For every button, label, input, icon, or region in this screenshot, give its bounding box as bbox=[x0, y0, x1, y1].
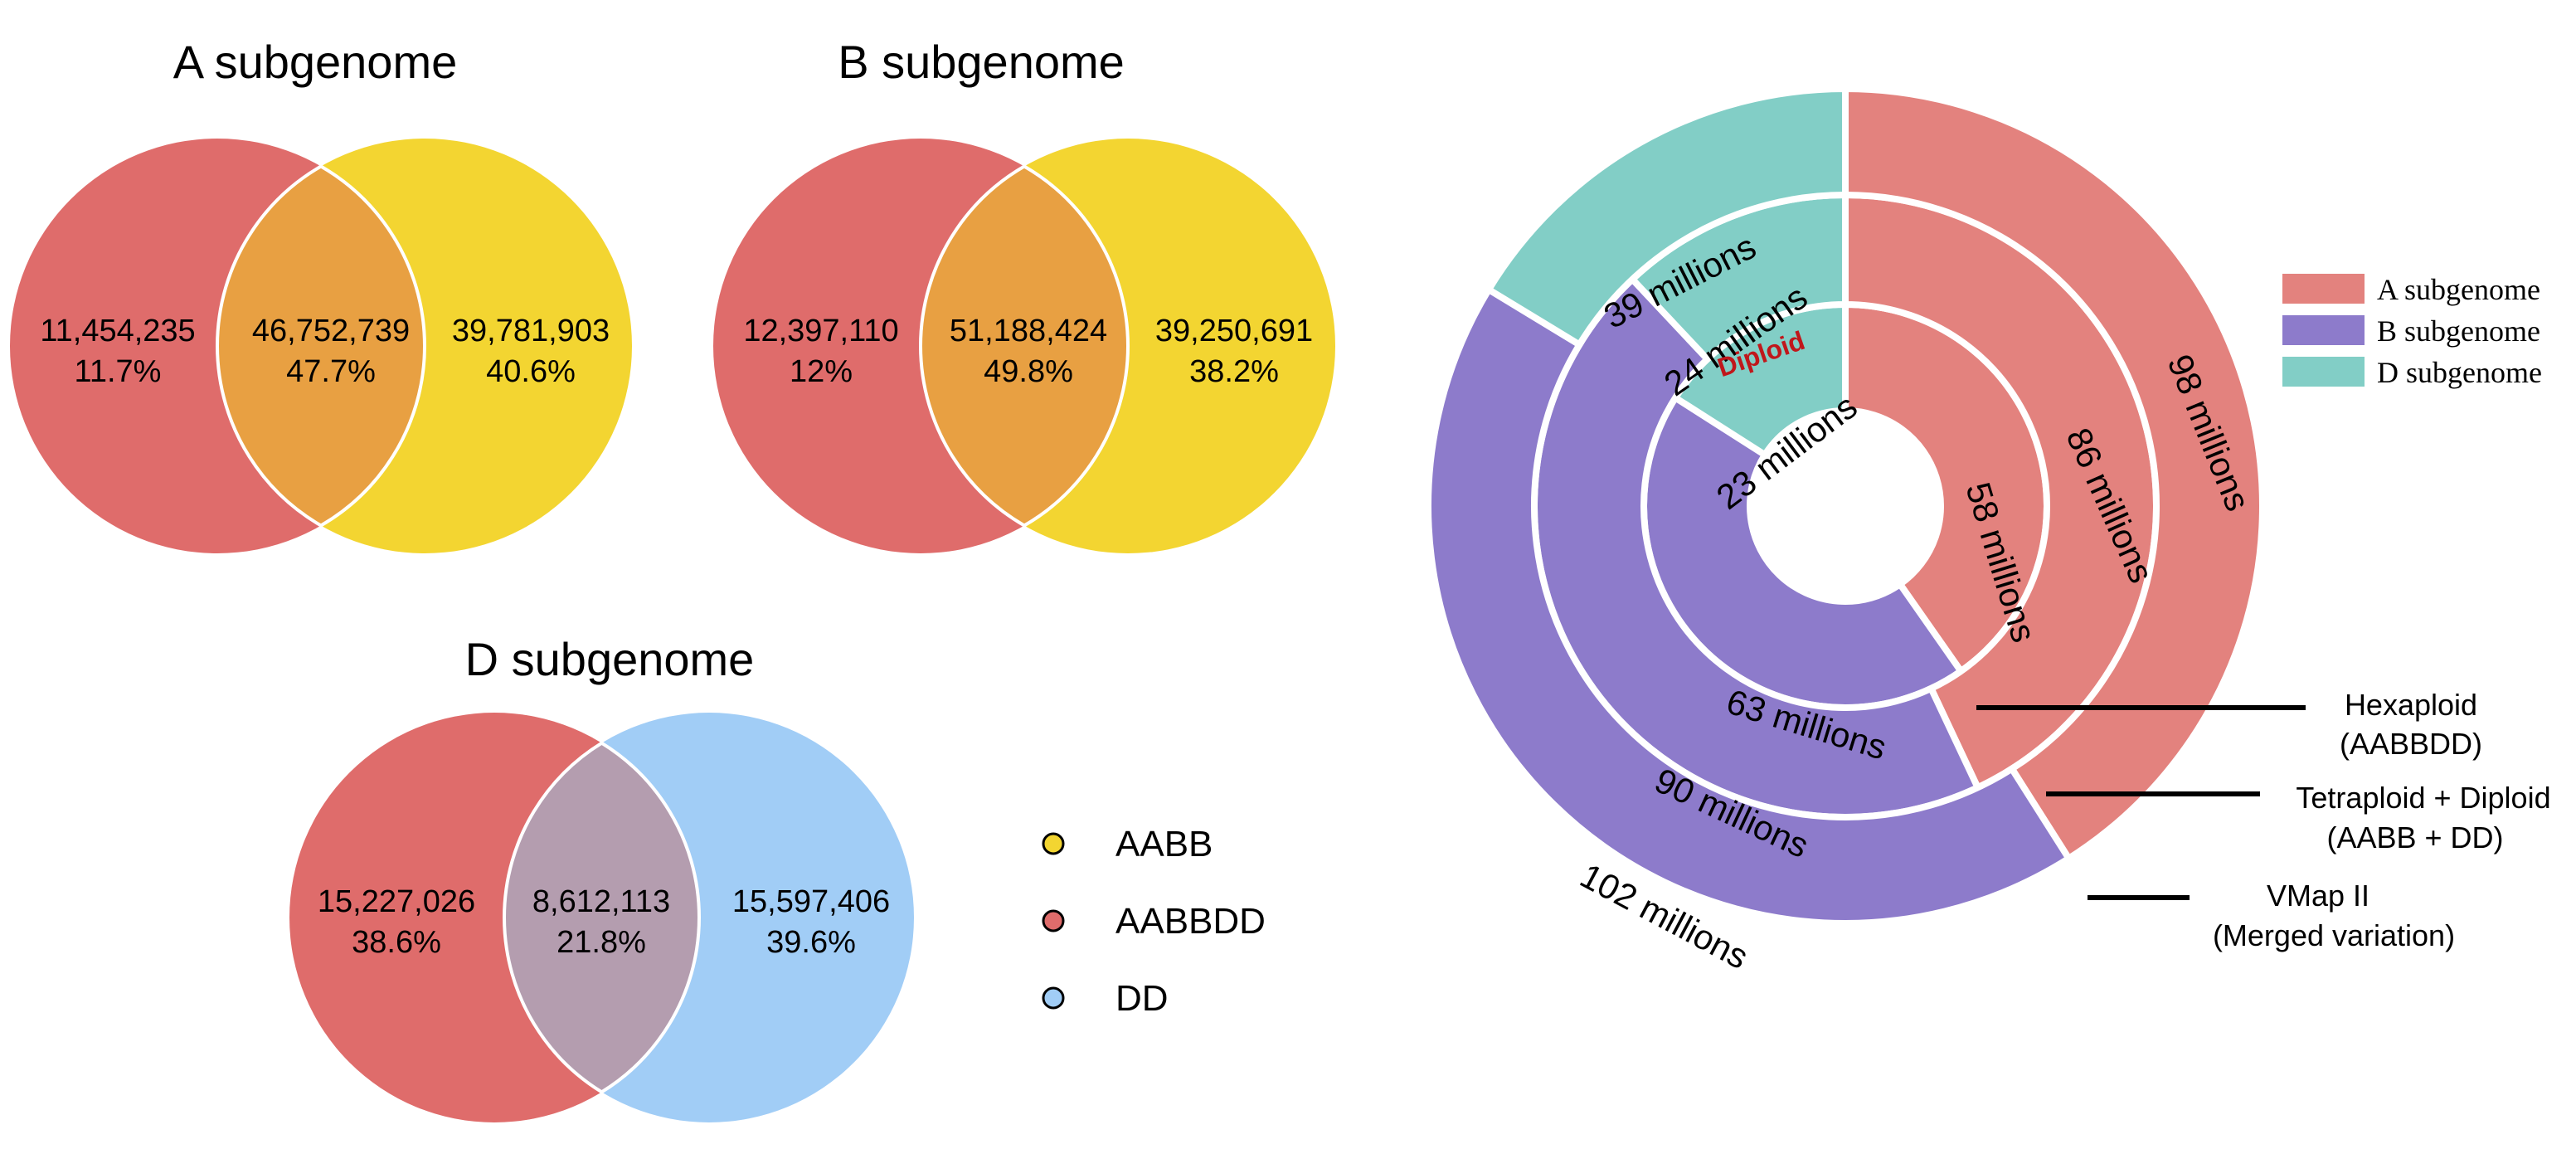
donut-legend: A subgenome B subgenome D subgenome bbox=[2282, 273, 2542, 389]
legend-dot bbox=[1042, 909, 1065, 932]
venn-center-count: 8,612,113 bbox=[532, 884, 670, 919]
callout-hexaploid-name: Hexaploid bbox=[2345, 688, 2477, 722]
venn-overlap-outline bbox=[216, 164, 426, 528]
venn-center-pct: 21.8% bbox=[557, 925, 646, 960]
legend-dot bbox=[1042, 832, 1065, 855]
venn-title: A subgenome bbox=[173, 36, 457, 88]
legend-label: D subgenome bbox=[2377, 356, 2542, 389]
venn-center-count: 46,752,739 bbox=[252, 314, 410, 348]
callout-hexaploid-sub: (AABBDD) bbox=[2340, 727, 2482, 761]
venn-left-pct: 38.6% bbox=[352, 925, 441, 960]
venn-left-pct: 12% bbox=[790, 354, 853, 389]
venn-left-count: 11,454,235 bbox=[40, 314, 195, 348]
legend-label: AABBDD bbox=[1115, 901, 1266, 942]
venn-left-count: 12,397,110 bbox=[743, 314, 898, 348]
venn-left-pct: 11.7% bbox=[75, 354, 162, 389]
venn-right-pct: 38.2% bbox=[1189, 354, 1279, 389]
callout-tetraploid-sub: (AABB + DD) bbox=[2326, 820, 2503, 854]
venn-overlap-outline bbox=[919, 164, 1130, 528]
venn-overlap bbox=[504, 742, 699, 1093]
venn-right-count: 39,250,691 bbox=[1155, 314, 1313, 348]
venn-b-subgenome: B subgenome 12,397,110 12% 51,188,424 49… bbox=[713, 36, 1335, 553]
callout-tetraploid-name: Tetraploid + Diploid bbox=[2296, 781, 2550, 815]
callout-vmap-name: VMap II bbox=[2267, 879, 2369, 913]
venn-overlap bbox=[217, 166, 425, 526]
legend-swatch bbox=[2282, 315, 2365, 345]
venn-legend: AABB AABBDD DD bbox=[1042, 824, 1266, 1019]
legend-label: DD bbox=[1115, 978, 1169, 1019]
venn-d-subgenome: D subgenome 15,227,026 38.6% 8,612,113 2… bbox=[289, 633, 914, 1122]
venn-center-pct: 49.8% bbox=[984, 354, 1073, 389]
venn-center-count: 51,188,424 bbox=[950, 314, 1107, 348]
venn-overlap bbox=[921, 166, 1128, 526]
legend-label: A subgenome bbox=[2377, 273, 2540, 306]
venn-center-pct: 47.7% bbox=[286, 354, 376, 389]
legend-item-aabbdd: AABBDD bbox=[1042, 901, 1266, 942]
legend-label: AABB bbox=[1115, 824, 1213, 864]
legend-swatch bbox=[2282, 357, 2365, 387]
legend-item-aabb: AABB bbox=[1042, 824, 1213, 864]
donut-slice-outer-b bbox=[1425, 285, 2073, 927]
venn-left-count: 15,227,026 bbox=[318, 884, 475, 919]
ring-callouts: Hexaploid (AABBDD) Tetraploid + Diploid … bbox=[1976, 688, 2551, 952]
venn-right-count: 39,781,903 bbox=[452, 314, 610, 348]
donut-legend-item-a: A subgenome bbox=[2282, 273, 2540, 306]
donut-slice-outer-a bbox=[1842, 85, 2266, 864]
legend-item-dd: DD bbox=[1042, 978, 1169, 1019]
donut-legend-item-b: B subgenome bbox=[2282, 314, 2540, 348]
legend-label: B subgenome bbox=[2377, 314, 2540, 348]
venn-overlap-outline bbox=[503, 741, 701, 1094]
legend-dot bbox=[1042, 986, 1065, 1010]
nested-donut-chart bbox=[1425, 85, 2266, 927]
venn-right-pct: 40.6% bbox=[486, 354, 576, 389]
donut-legend-item-d: D subgenome bbox=[2282, 356, 2542, 389]
venn-right-count: 15,597,406 bbox=[732, 884, 890, 919]
callout-vmap-sub: (Merged variation) bbox=[2213, 918, 2455, 952]
venn-right-pct: 39.6% bbox=[766, 925, 856, 960]
venn-title: D subgenome bbox=[465, 633, 755, 685]
legend-swatch bbox=[2282, 274, 2365, 304]
venn-a-subgenome: A subgenome 11,454,235 11.7% 46,752,739 … bbox=[10, 36, 632, 553]
venn-title: B subgenome bbox=[838, 36, 1125, 88]
donut-slice-outer-d bbox=[1484, 85, 1849, 349]
